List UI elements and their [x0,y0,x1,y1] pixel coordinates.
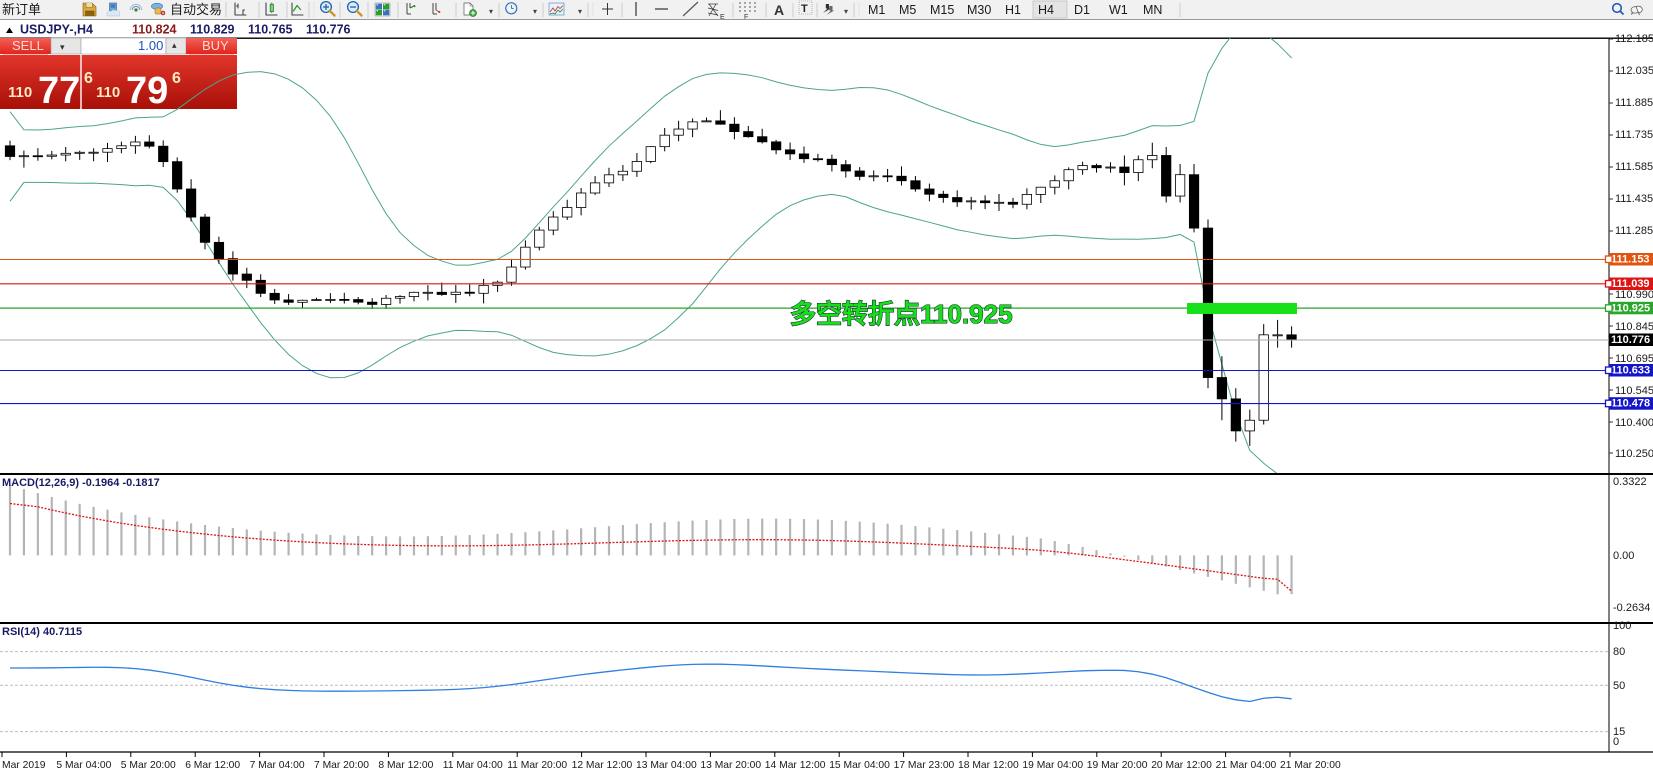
svg-text:▾: ▾ [489,7,493,16]
svg-text:19 Mar 04:00: 19 Mar 04:00 [1022,760,1083,771]
svg-text:11 Mar 20:00: 11 Mar 20:00 [507,760,567,771]
svg-text:▴: ▴ [172,40,177,50]
svg-text:14 Mar 12:00: 14 Mar 12:00 [765,760,826,771]
svg-text:11 Mar 04:00: 11 Mar 04:00 [443,760,503,771]
svg-text:7 Mar 04:00: 7 Mar 04:00 [250,760,305,771]
svg-text:21 Mar 04:00: 21 Mar 04:00 [1216,760,1277,771]
svg-text:110.925: 110.925 [1611,302,1650,314]
svg-text:110.845: 110.845 [1615,321,1653,333]
svg-text:BUY: BUY [202,38,229,53]
svg-text:USDJPY-,H4: USDJPY-,H4 [20,23,93,37]
svg-text:111.153: 111.153 [1611,254,1650,266]
svg-text:▾: ▾ [533,7,537,16]
svg-text:M30: M30 [967,3,991,17]
svg-text:H1: H1 [1005,3,1021,17]
svg-text:110.824: 110.824 [132,23,177,37]
svg-text:自动交易: 自动交易 [170,2,222,17]
svg-text:111.435: 111.435 [1615,193,1653,205]
svg-text:M1: M1 [868,3,885,17]
svg-text:110: 110 [8,84,32,101]
svg-text:17 Mar 23:00: 17 Mar 23:00 [894,760,955,771]
svg-text:M5: M5 [899,3,916,17]
svg-text:MACD(12,26,9) -0.1964 -0.1817: MACD(12,26,9) -0.1964 -0.1817 [2,477,160,489]
svg-text:6 Mar 12:00: 6 Mar 12:00 [185,760,240,771]
svg-text:8 Mar 12:00: 8 Mar 12:00 [378,760,433,771]
svg-text:111.735: 111.735 [1615,129,1653,141]
svg-text:111.039: 111.039 [1611,278,1650,290]
svg-text:7 Mar 20:00: 7 Mar 20:00 [314,760,369,771]
svg-text:110.695: 110.695 [1615,353,1653,365]
svg-text:A: A [774,2,784,18]
svg-text:F: F [744,14,748,21]
svg-text:RSI(14) 40.7115: RSI(14) 40.7115 [2,626,82,638]
svg-text:12 Mar 12:00: 12 Mar 12:00 [572,760,633,771]
svg-text:▾: ▾ [60,42,65,52]
svg-text:79: 79 [126,70,168,112]
svg-text:T: T [801,3,808,15]
svg-text:20 Mar 12:00: 20 Mar 12:00 [1151,760,1212,771]
svg-text:多空转折点110.925: 多空转折点110.925 [790,299,1013,329]
svg-text:0.3322: 0.3322 [1613,476,1647,488]
svg-text:50: 50 [1613,680,1625,692]
svg-text:21 Mar 20:00: 21 Mar 20:00 [1280,760,1341,771]
svg-text:0.00: 0.00 [1613,550,1634,562]
svg-text:110.545: 110.545 [1615,385,1653,397]
svg-text:W1: W1 [1109,3,1128,17]
svg-text:110.776: 110.776 [306,23,351,37]
svg-text:MN: MN [1143,3,1162,17]
svg-text:100: 100 [1613,620,1631,632]
svg-text:110.829: 110.829 [190,23,235,37]
svg-text:5 Mar 04:00: 5 Mar 04:00 [56,760,111,771]
svg-text:M15: M15 [930,3,954,17]
svg-text:110.250: 110.250 [1615,448,1653,460]
svg-text:5 Mar 20:00: 5 Mar 20:00 [121,760,176,771]
svg-text:110.400: 110.400 [1615,417,1653,429]
svg-text:112.185: 112.185 [1615,33,1653,45]
svg-text:SELL: SELL [12,38,44,53]
svg-text:77: 77 [38,70,80,112]
svg-text:Mar 2019: Mar 2019 [2,760,46,771]
svg-text:-0.2634: -0.2634 [1613,602,1650,614]
svg-text:H4: H4 [1038,3,1054,17]
svg-text:111.285: 111.285 [1615,225,1653,237]
svg-text:6: 6 [84,70,93,87]
svg-text:110.776: 110.776 [1611,334,1650,346]
svg-text:18 Mar 12:00: 18 Mar 12:00 [958,760,1019,771]
svg-text:D1: D1 [1074,3,1090,17]
svg-text:110.990: 110.990 [1615,289,1653,301]
svg-text:13 Mar 04:00: 13 Mar 04:00 [636,760,697,771]
svg-text:新订单: 新订单 [2,2,41,17]
svg-text:110.478: 110.478 [1611,398,1650,410]
svg-text:E: E [720,14,725,21]
svg-text:13 Mar 20:00: 13 Mar 20:00 [700,760,761,771]
svg-text:1.00: 1.00 [138,38,163,53]
svg-text:110.765: 110.765 [248,23,293,37]
svg-text:0: 0 [1613,736,1619,748]
svg-text:15 Mar 04:00: 15 Mar 04:00 [829,760,890,771]
svg-text:111.885: 111.885 [1615,97,1653,109]
svg-text:110.633: 110.633 [1611,365,1650,377]
svg-text:▾: ▾ [578,7,582,16]
svg-text:19 Mar 20:00: 19 Mar 20:00 [1087,760,1148,771]
svg-text:6: 6 [172,70,181,87]
svg-text:80: 80 [1613,646,1625,658]
svg-text:111.585: 111.585 [1615,161,1653,173]
svg-text:110: 110 [96,84,120,101]
svg-text:112.035: 112.035 [1615,65,1653,77]
svg-text:▾: ▾ [844,7,848,16]
